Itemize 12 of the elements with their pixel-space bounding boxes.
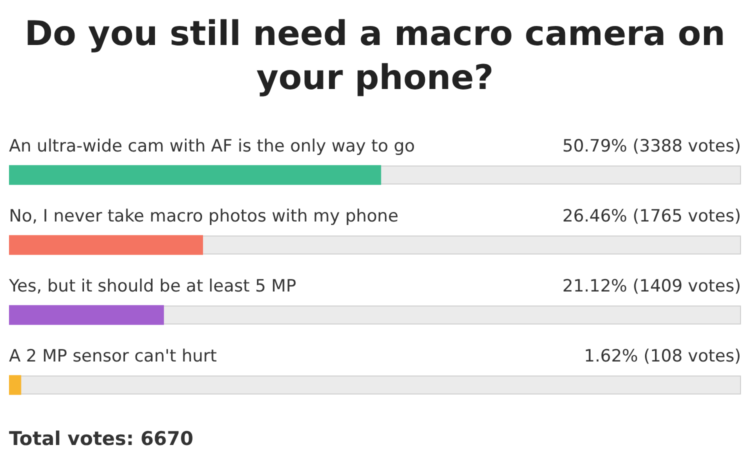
y-tick-label: No, I never take macro photos with my phone bbox=[9, 206, 398, 226]
y-tick-label: A 2 MP sensor can't hurt bbox=[9, 346, 218, 366]
data-label: 1.62% (108 votes) bbox=[584, 346, 741, 366]
data-label: 50.79% (3388 votes) bbox=[562, 136, 741, 156]
bar bbox=[9, 305, 164, 325]
bar bbox=[9, 375, 22, 395]
y-tick-label: Yes, but it should be at least 5 MP bbox=[8, 276, 296, 296]
text: Total votes: 6670 bbox=[9, 428, 194, 450]
data-label: 21.12% (1409 votes) bbox=[562, 276, 741, 296]
chart-title: Do you still need a macro camera on your phone? bbox=[24, 13, 726, 100]
data-label: 26.46% (1765 votes) bbox=[562, 206, 741, 226]
y-tick-label: An ultra-wide cam with AF is the only way to go bbox=[9, 136, 415, 156]
